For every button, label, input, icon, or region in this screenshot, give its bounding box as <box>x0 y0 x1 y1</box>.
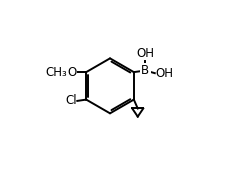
Text: OH: OH <box>155 67 172 80</box>
Text: Cl: Cl <box>65 94 76 107</box>
Text: OH: OH <box>136 47 154 61</box>
Text: B: B <box>141 64 149 77</box>
Text: O: O <box>67 66 76 79</box>
Text: CH₃: CH₃ <box>45 66 67 79</box>
